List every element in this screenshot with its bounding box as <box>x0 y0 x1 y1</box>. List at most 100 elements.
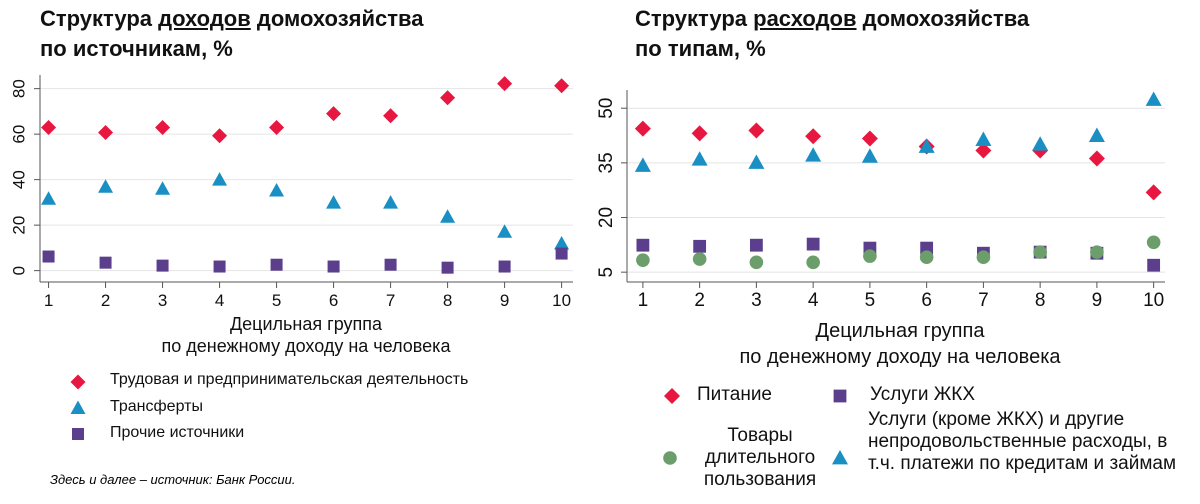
title-part: домохозяйства <box>862 6 1030 31</box>
y-tick-label: 40 <box>9 170 28 189</box>
point <box>1033 245 1047 259</box>
point <box>441 261 454 274</box>
point <box>749 238 763 252</box>
point <box>748 154 765 169</box>
point <box>636 253 650 267</box>
legend-label: Питание <box>697 384 772 405</box>
legend-marker <box>72 428 84 440</box>
point <box>1145 184 1162 201</box>
point <box>269 183 285 197</box>
x-tick-label: 1 <box>44 291 53 310</box>
y-tick-label: 80 <box>9 79 28 98</box>
y-tick-label: 5 <box>596 267 617 278</box>
point <box>383 108 399 124</box>
y-tick-label: 0 <box>9 266 28 275</box>
y-tick-label: 35 <box>596 152 617 173</box>
legend-marker <box>70 400 86 414</box>
point <box>440 90 456 106</box>
point <box>691 125 708 142</box>
point <box>213 260 226 273</box>
x-axis-label-line: по денежному доходу на человека <box>161 336 451 356</box>
point <box>805 147 822 162</box>
source-note: Здесь и далее – источник: Банк России. <box>50 472 296 487</box>
point <box>692 252 707 266</box>
point <box>1088 150 1105 167</box>
x-tick-label: 4 <box>808 290 819 311</box>
title-part: по типам, % <box>635 36 766 61</box>
point <box>155 181 171 195</box>
legend-label: Услуги (кроме ЖКХ) и другие непродовольс… <box>868 409 1177 474</box>
title-part: доходов <box>158 6 251 31</box>
point <box>976 250 991 265</box>
point <box>805 128 822 145</box>
legend-marker <box>832 450 848 465</box>
point <box>861 130 878 147</box>
legend-label: Услуги ЖКХ <box>870 384 975 405</box>
y-tick-label: 60 <box>9 125 28 144</box>
x-axis-label: Децильная группа по денежному доходу на ч… <box>56 313 556 357</box>
x-tick-label: 9 <box>500 291 509 310</box>
x-axis-label: Децильная группа по денежному доходу на ч… <box>650 318 1150 370</box>
x-tick-label: 6 <box>921 290 932 311</box>
point <box>554 236 570 250</box>
point <box>918 138 935 153</box>
y-tick-label: 20 <box>9 216 28 235</box>
point <box>270 258 283 271</box>
point <box>975 142 992 159</box>
x-axis-label-line: Децильная группа <box>229 314 383 334</box>
point <box>691 151 708 166</box>
title-part: Структура <box>635 6 747 31</box>
x-tick-label: 6 <box>329 291 338 310</box>
point <box>327 260 340 273</box>
point <box>749 255 764 270</box>
x-axis-label-line: Децильная группа <box>815 320 985 342</box>
x-tick-label: 3 <box>751 290 762 311</box>
chart-title: Структура доходов домохозяйства по источн… <box>40 4 423 64</box>
point <box>497 224 513 238</box>
legend-marker <box>833 389 847 403</box>
y-tick-label: 50 <box>596 98 617 119</box>
point <box>98 179 114 193</box>
point <box>1088 127 1105 142</box>
x-tick-label: 7 <box>386 291 395 310</box>
x-tick-label: 2 <box>101 291 110 310</box>
point <box>212 172 228 186</box>
point <box>634 120 651 137</box>
point <box>383 195 399 209</box>
x-tick-label: 4 <box>215 291 224 310</box>
x-tick-label: 3 <box>158 291 167 310</box>
point <box>98 125 114 141</box>
point <box>155 120 171 136</box>
x-tick-label: 9 <box>1092 290 1103 311</box>
point <box>1146 235 1161 250</box>
point <box>41 191 57 205</box>
point <box>634 157 651 172</box>
point <box>919 250 934 265</box>
title-part: расходов <box>753 6 857 31</box>
x-tick-label: 2 <box>694 290 705 311</box>
x-tick-label: 8 <box>443 291 452 310</box>
legend-marker <box>70 374 86 390</box>
point <box>1145 91 1162 106</box>
point <box>269 120 285 136</box>
x-tick-label: 5 <box>272 291 281 310</box>
point <box>1032 136 1049 151</box>
legend-label: Трудовая и предпринимательская деятельно… <box>110 371 469 388</box>
x-tick-label: 10 <box>552 291 571 310</box>
point <box>861 148 878 163</box>
point <box>1147 258 1161 272</box>
point <box>748 122 765 139</box>
point <box>41 120 57 136</box>
x-tick-label: 10 <box>1143 290 1164 311</box>
point <box>555 247 568 260</box>
y-tick-label: 20 <box>596 207 617 228</box>
point <box>384 258 397 271</box>
point <box>497 76 513 92</box>
point <box>806 237 820 251</box>
point <box>806 255 820 270</box>
point <box>975 131 992 146</box>
point <box>693 239 707 253</box>
point <box>498 260 511 273</box>
point <box>156 259 169 272</box>
